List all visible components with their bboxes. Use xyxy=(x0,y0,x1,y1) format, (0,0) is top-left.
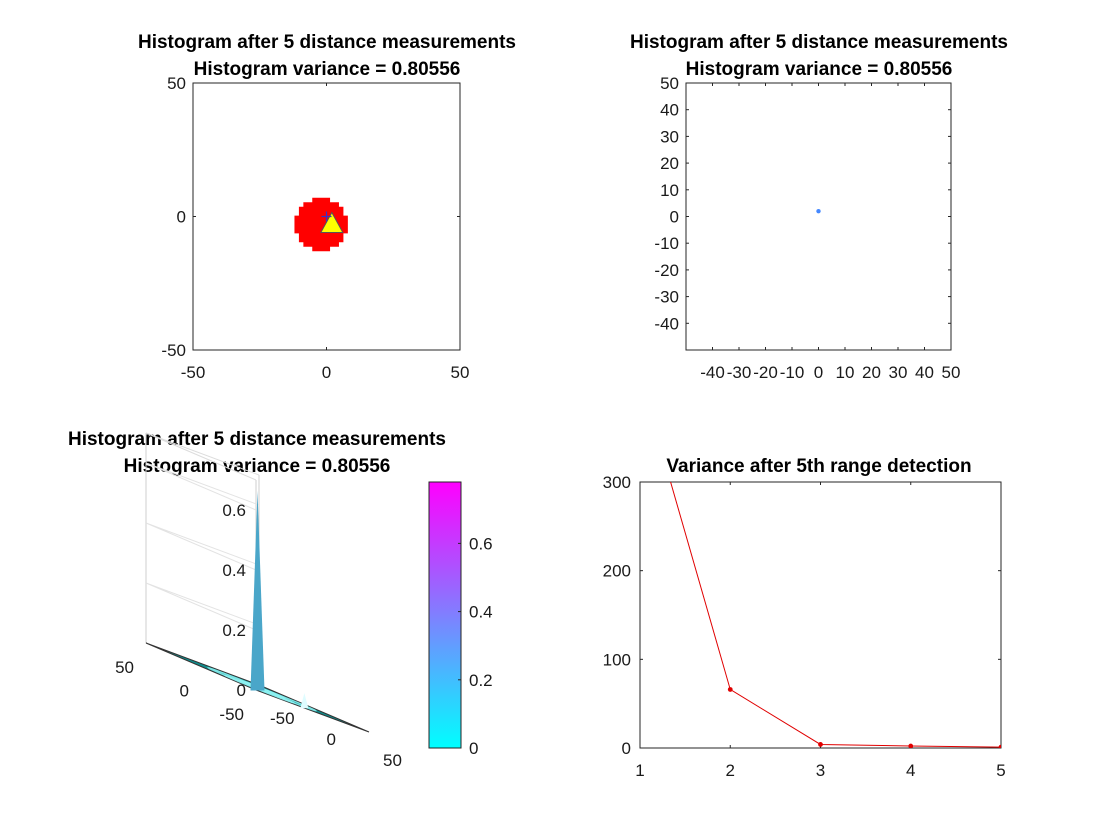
true-position-plus-marker xyxy=(321,211,332,222)
panel2-subtitle: Histogram variance = 0.80556 xyxy=(686,59,953,80)
x-tick-label: 50 xyxy=(383,751,402,770)
y-tick-label: -30 xyxy=(654,288,679,307)
x-tick-label: 20 xyxy=(862,363,881,382)
x-tick-label: -50 xyxy=(270,709,295,728)
z-tick-label: 0 xyxy=(237,681,246,700)
colorbar-tick-label: 0.4 xyxy=(469,603,493,622)
x-tick-label: 0 xyxy=(327,730,336,749)
y-tick-label: 0 xyxy=(670,208,679,227)
panel2-points xyxy=(816,208,821,214)
panel4-ticks xyxy=(639,481,1002,749)
secondary-peak xyxy=(300,693,309,709)
colorbar-tick-labels: 0 0.2 0.4 0.6 xyxy=(458,534,493,758)
y-tick-label: -40 xyxy=(654,314,679,333)
panel-scatter: Histogram after 5 distance measurements … xyxy=(630,32,1008,382)
y-tick-label: 40 xyxy=(660,101,679,120)
x-tick-label: 50 xyxy=(942,363,961,382)
x-tick-label: -50 xyxy=(181,363,206,382)
box-edge-top xyxy=(145,432,260,476)
panel4-axes-box xyxy=(639,481,1002,749)
box-edge-top xyxy=(145,432,257,481)
panel2-title: Histogram after 5 distance measurements xyxy=(630,32,1008,53)
x-tick-label: 50 xyxy=(451,363,470,382)
panel1-ticks xyxy=(192,82,461,351)
histogram-blob xyxy=(294,197,348,252)
variance-line xyxy=(670,482,1001,748)
colorbar-tick-label: 0.6 xyxy=(469,534,493,553)
y-tick-label: 0 xyxy=(622,739,631,758)
y-tick-label: 0 xyxy=(180,682,189,701)
panel3-z-tick-labels: 0 0.2 0.4 0.6 xyxy=(222,501,246,700)
panel2-ticks xyxy=(686,82,952,350)
x-tick-label: 4 xyxy=(906,761,915,780)
x-tick-label: 40 xyxy=(915,363,934,382)
panel2-axes-box xyxy=(685,82,952,351)
colorbar-tick-label: 0 xyxy=(469,739,478,758)
y-tick-label: 20 xyxy=(660,154,679,173)
panel3-y-tick-labels: -50 0 50 xyxy=(115,658,244,724)
y-tick-label: -50 xyxy=(161,341,186,360)
y-tick-label: 50 xyxy=(660,74,679,93)
x-tick-label: 5 xyxy=(996,761,1005,780)
panel3-x-tick-labels: -50 0 50 xyxy=(270,709,402,770)
x-tick-label: -40 xyxy=(700,363,725,382)
variance-point xyxy=(638,373,643,378)
z-gridline xyxy=(145,462,260,511)
x-tick-label: 0 xyxy=(814,363,823,382)
z-tick-label: 0.6 xyxy=(222,501,246,520)
ripple-ring xyxy=(238,679,318,712)
variance-point xyxy=(818,742,823,747)
x-tick-label: 3 xyxy=(816,761,825,780)
y-tick-label: 300 xyxy=(603,473,631,492)
x-tick-label: -10 xyxy=(780,363,805,382)
panel4-tick-labels: 1 2 3 4 5 0 100 200 300 xyxy=(603,473,1006,780)
y-tick-label: -10 xyxy=(654,234,679,253)
x-tick-label: -20 xyxy=(753,363,778,382)
y-tick-label: 100 xyxy=(603,650,631,669)
scatter-point xyxy=(816,208,821,214)
estimate-triangle-marker xyxy=(319,211,344,234)
z-gridline xyxy=(145,522,260,571)
panel1-subtitle: Histogram variance = 0.80556 xyxy=(194,59,461,80)
x-tick-label: 30 xyxy=(889,363,908,382)
y-tick-label: 50 xyxy=(167,74,186,93)
y-tick-label: 10 xyxy=(660,181,679,200)
panel3-subtitle: Histogram variance = 0.80556 xyxy=(124,456,391,477)
variance-point xyxy=(727,687,733,692)
panel3-title: Histogram after 5 distance measurements xyxy=(68,429,446,450)
panel-surface: Histogram after 5 distance measurements … xyxy=(68,429,493,770)
x-tick-label: -30 xyxy=(727,363,752,382)
panel4-title: Variance after 5th range detection xyxy=(666,456,971,477)
x-tick-label: 2 xyxy=(726,761,735,780)
colorbar xyxy=(428,481,462,749)
z-gridline xyxy=(145,582,260,631)
y-tick-label: 0 xyxy=(177,208,186,227)
x-tick-label: 10 xyxy=(836,363,855,382)
variance-point xyxy=(998,744,1001,748)
y-tick-label: 30 xyxy=(660,127,679,146)
z-tick-label: 0.4 xyxy=(222,561,246,580)
variance-point xyxy=(908,743,914,748)
z-tick-label: 0.2 xyxy=(222,621,246,640)
x-tick-label: 0 xyxy=(322,363,331,382)
panel-variance-line: Variance after 5th range detection 1 2 3 4 5… xyxy=(603,373,1006,780)
colorbar-tick-label: 0.2 xyxy=(469,671,493,690)
y-tick-label: -20 xyxy=(654,261,679,280)
panel-histogram-image: Histogram after 5 distance measurements … xyxy=(138,32,516,382)
y-tick-label: 200 xyxy=(603,562,631,581)
surface-peak xyxy=(250,490,265,691)
variance-points xyxy=(638,373,1001,748)
x-tick-label: 1 xyxy=(635,761,644,780)
y-tick-label: 50 xyxy=(115,658,134,677)
panel2-tick-labels: -40 -30 -20 -10 0 10 20 30 40 5050403020100-10-20… xyxy=(654,74,960,382)
panel1-tick-labels: -50 0 50 50 0 -50 xyxy=(161,74,469,382)
y-tick-label: -50 xyxy=(219,705,244,724)
panel1-title: Histogram after 5 distance measurements xyxy=(138,32,516,53)
